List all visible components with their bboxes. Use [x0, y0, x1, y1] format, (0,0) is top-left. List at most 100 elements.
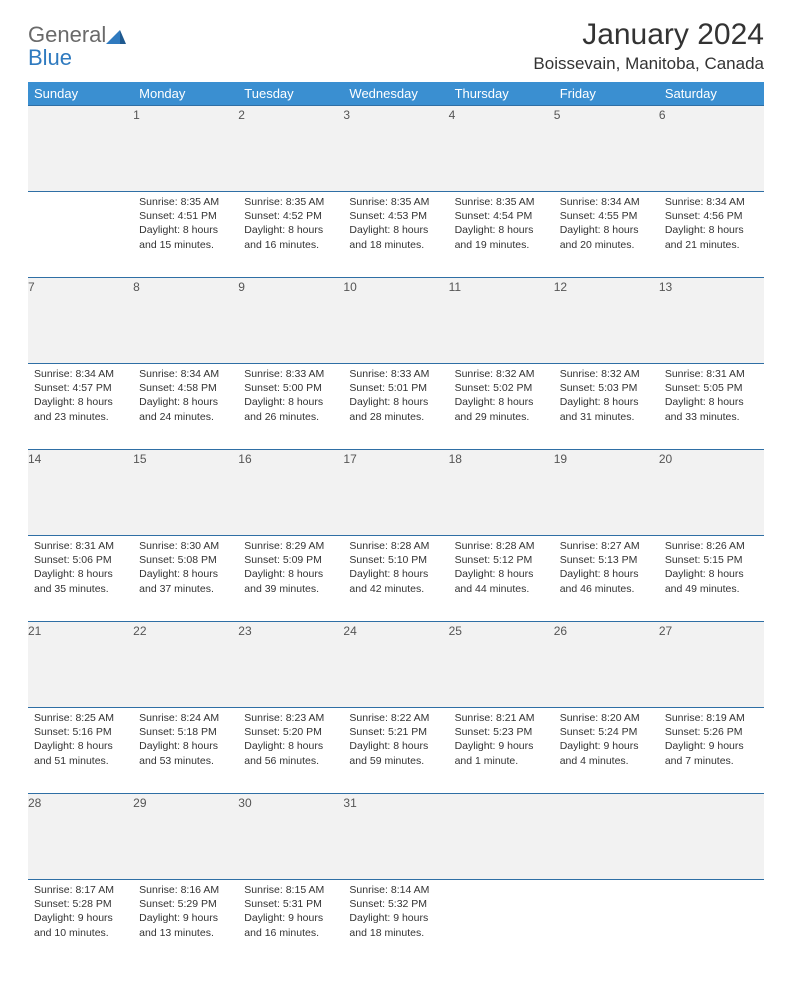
daylight-line: Daylight: 8 hours and 46 minutes. [560, 567, 653, 595]
sunrise-label: Sunrise: [349, 884, 390, 896]
sunrise-value: 8:27 AM [601, 540, 640, 552]
daylight-line: Daylight: 8 hours and 18 minutes. [349, 223, 442, 251]
daylight-line: Daylight: 8 hours and 31 minutes. [560, 395, 653, 423]
day-number: 20 [659, 452, 672, 466]
sunset-line: Sunset: 4:56 PM [665, 209, 758, 223]
sunset-line: Sunset: 5:16 PM [34, 725, 127, 739]
sunset-value: 5:31 PM [283, 898, 322, 910]
daylight-line: Daylight: 9 hours and 13 minutes. [139, 911, 232, 939]
daylight-label: Daylight: [455, 224, 499, 236]
sunset-label: Sunset: [560, 726, 599, 738]
sunrise-line: Sunrise: 8:35 AM [244, 195, 337, 209]
sunset-value: 5:24 PM [598, 726, 637, 738]
day-number: 23 [238, 624, 251, 638]
daynum-cell: 16 [238, 450, 343, 536]
day-info: Sunrise: 8:16 AMSunset: 5:29 PMDaylight:… [139, 883, 232, 940]
daylight-line: Daylight: 8 hours and 42 minutes. [349, 567, 442, 595]
daylight-line: Daylight: 8 hours and 53 minutes. [139, 739, 232, 767]
day-cell: Sunrise: 8:34 AMSunset: 4:56 PMDaylight:… [659, 192, 764, 278]
sunset-value: 5:05 PM [703, 382, 742, 394]
day-info: Sunrise: 8:19 AMSunset: 5:26 PMDaylight:… [665, 711, 758, 768]
daylight-label: Daylight: [560, 224, 604, 236]
sunrise-line: Sunrise: 8:34 AM [34, 367, 127, 381]
daylight-line: Daylight: 8 hours and 37 minutes. [139, 567, 232, 595]
day-info: Sunrise: 8:28 AMSunset: 5:10 PMDaylight:… [349, 539, 442, 596]
sunrise-label: Sunrise: [139, 712, 180, 724]
sunset-label: Sunset: [139, 382, 178, 394]
sunrise-value: 8:33 AM [391, 368, 430, 380]
sunset-value: 4:56 PM [703, 210, 742, 222]
sunset-value: 4:57 PM [73, 382, 112, 394]
day-number: 15 [133, 452, 146, 466]
sunrise-label: Sunrise: [560, 540, 601, 552]
daynum-cell: 22 [133, 622, 238, 708]
sunrise-value: 8:35 AM [391, 196, 430, 208]
daylight-label: Daylight: [560, 568, 604, 580]
sunrise-line: Sunrise: 8:28 AM [455, 539, 548, 553]
sunrise-line: Sunrise: 8:34 AM [665, 195, 758, 209]
sunset-line: Sunset: 5:28 PM [34, 897, 127, 911]
sunset-value: 5:06 PM [73, 554, 112, 566]
sunset-value: 5:18 PM [178, 726, 217, 738]
sunset-line: Sunset: 4:57 PM [34, 381, 127, 395]
sunset-value: 5:15 PM [703, 554, 742, 566]
sunset-value: 5:29 PM [178, 898, 217, 910]
sunrise-label: Sunrise: [139, 540, 180, 552]
day-number: 3 [343, 108, 350, 122]
daynum-cell: 4 [449, 106, 554, 192]
sunrise-label: Sunrise: [139, 884, 180, 896]
daylight-label: Daylight: [665, 568, 709, 580]
sunrise-value: 8:28 AM [496, 540, 535, 552]
day-cell: Sunrise: 8:25 AMSunset: 5:16 PMDaylight:… [28, 708, 133, 794]
sunrise-label: Sunrise: [244, 196, 285, 208]
sunrise-label: Sunrise: [244, 712, 285, 724]
sunrise-label: Sunrise: [34, 884, 75, 896]
daylight-line: Daylight: 8 hours and 56 minutes. [244, 739, 337, 767]
daynum-cell: 19 [554, 450, 659, 536]
daylight-label: Daylight: [560, 396, 604, 408]
sunset-line: Sunset: 5:18 PM [139, 725, 232, 739]
day-cell: Sunrise: 8:35 AMSunset: 4:54 PMDaylight:… [449, 192, 554, 278]
daynum-cell: 13 [659, 278, 764, 364]
day-cell: Sunrise: 8:33 AMSunset: 5:00 PMDaylight:… [238, 364, 343, 450]
daylight-label: Daylight: [560, 740, 604, 752]
day-cell: Sunrise: 8:21 AMSunset: 5:23 PMDaylight:… [449, 708, 554, 794]
title-block: January 2024 Boissevain, Manitoba, Canad… [533, 18, 764, 74]
dayhead-tuesday: Tuesday [238, 82, 343, 106]
daylight-line: Daylight: 8 hours and 16 minutes. [244, 223, 337, 251]
sunset-label: Sunset: [34, 726, 73, 738]
daylight-label: Daylight: [455, 396, 499, 408]
daynum-cell: 10 [343, 278, 448, 364]
sunrise-line: Sunrise: 8:32 AM [455, 367, 548, 381]
sunset-line: Sunset: 5:12 PM [455, 553, 548, 567]
sunrise-line: Sunrise: 8:27 AM [560, 539, 653, 553]
dayhead-wednesday: Wednesday [343, 82, 448, 106]
sunset-value: 5:16 PM [73, 726, 112, 738]
sunset-line: Sunset: 4:54 PM [455, 209, 548, 223]
sunset-value: 5:10 PM [388, 554, 427, 566]
sunrise-value: 8:30 AM [181, 540, 220, 552]
sunrise-value: 8:21 AM [496, 712, 535, 724]
daylight-line: Daylight: 8 hours and 29 minutes. [455, 395, 548, 423]
daylight-line: Daylight: 8 hours and 33 minutes. [665, 395, 758, 423]
daylight-label: Daylight: [665, 224, 709, 236]
daylight-label: Daylight: [139, 396, 183, 408]
daylight-label: Daylight: [244, 396, 288, 408]
sunset-label: Sunset: [455, 382, 494, 394]
daynum-cell: 14 [28, 450, 133, 536]
sunrise-value: 8:28 AM [391, 540, 430, 552]
day-cell: Sunrise: 8:32 AMSunset: 5:02 PMDaylight:… [449, 364, 554, 450]
sunset-line: Sunset: 5:15 PM [665, 553, 758, 567]
dayhead-friday: Friday [554, 82, 659, 106]
sunrise-label: Sunrise: [244, 368, 285, 380]
sunset-label: Sunset: [34, 554, 73, 566]
sunrise-line: Sunrise: 8:35 AM [455, 195, 548, 209]
sunrise-label: Sunrise: [560, 368, 601, 380]
sunset-label: Sunset: [244, 898, 283, 910]
sunset-line: Sunset: 4:53 PM [349, 209, 442, 223]
daylight-label: Daylight: [244, 912, 288, 924]
daynum-cell: 12 [554, 278, 659, 364]
daylight-line: Daylight: 9 hours and 7 minutes. [665, 739, 758, 767]
sunrise-value: 8:34 AM [181, 368, 220, 380]
daylight-label: Daylight: [34, 912, 78, 924]
